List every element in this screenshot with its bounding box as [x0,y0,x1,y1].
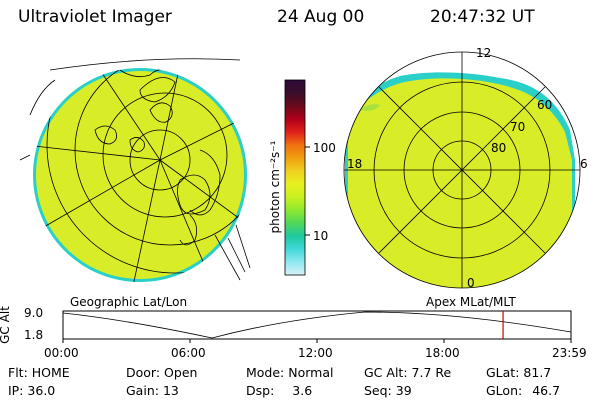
instrument-title: Ultraviolet Imager [18,7,172,27]
geo-meridian [159,68,186,161]
mag-image-patch [360,104,380,111]
mlt-label-dusk: 18 [347,157,363,171]
status-glat: GLat: 81.7 [486,365,551,380]
mag-panel-caption: Apex MLat/MLT [426,295,516,309]
status-mode: Mode: Normal [246,365,334,380]
colorbar-tick-label: 10 [313,229,329,243]
status-glon-label: GLon: [486,383,523,398]
coastline [94,125,118,145]
mlt-label-noon: 12 [476,46,492,60]
date-label: 24 Aug 00 [277,7,365,27]
colorbar-scale [284,79,306,276]
geo-meridian [129,159,161,282]
status-seq: Seq: 39 [364,383,412,398]
status-door-value: Open [164,365,198,380]
geo-panel-caption: Geographic Lat/Lon [70,295,188,309]
geographic-panel [19,58,251,282]
mlat-label-80: 80 [491,141,507,155]
coastline [149,102,173,123]
status-seq-value: 39 [395,383,412,398]
orbit-axis-tick: 1.8 [24,328,44,342]
status-gain-label: Gain: [126,383,159,398]
status-ip-label: IP: [8,383,24,398]
mlat-label-70: 70 [510,120,526,134]
coastline [177,174,211,215]
status-mode-value: Normal [288,365,334,380]
orbit-altitude-curve [63,311,571,339]
status-door: Door: Open [126,365,197,380]
status-ip: IP: 36.0 [8,383,55,398]
orbit-time-label: 18:00 [425,346,460,360]
mlt-line [378,86,546,254]
status-glat-value: 81.7 [523,365,552,380]
status-dsp: Dsp: 3.6 [246,383,312,398]
status-flt-value: HOME [31,365,70,380]
geo-grid-arc [19,154,31,161]
status-gcalt: GC Alt: 7.7 Re [364,365,451,380]
status-seq-label: Seq: [364,383,392,398]
status-glon-value: 46.7 [532,383,561,398]
status-gain-value: 13 [162,383,179,398]
mlt-label-dawn: 6 [580,157,588,171]
orbit-axis-tick: 9.0 [24,306,44,320]
coastline [129,137,145,153]
coastline [189,149,221,216]
colorbar [284,79,310,276]
mag-image-fill [348,78,572,288]
orbit-time-label: 00:00 [44,346,79,360]
geo-grid-arc [214,234,241,281]
geo-grid-arc [235,224,251,269]
geo-meridian [33,159,161,236]
status-dsp-label: Dsp: [246,383,275,398]
geo-grid-arc [29,79,56,116]
geo-grid-arc [49,58,241,71]
geo-lat-circle-60 [74,68,247,246]
time-label: 20:47:32 UT [430,7,535,27]
status-gain: Gain: 13 [126,383,179,398]
orbit-time-label: 06:00 [171,346,206,360]
status-gcalt-label: GC Alt: [364,365,408,380]
magnetic-panel [343,51,581,289]
geo-image-disk [36,71,244,279]
status-glon: GLon: 46.7 [486,383,560,398]
orbit-axis-label: GC Alt [0,306,12,344]
coastline [139,77,176,103]
status-door-label: Door: [126,365,161,380]
orbit-time-label: 12:00 [298,346,333,360]
orbit-frame [62,310,572,340]
colorbar-unit-label: photon cm⁻²s⁻¹ [268,140,282,234]
mlt-label-midnight: 0 [467,276,475,290]
status-mode-label: Mode: [246,365,285,380]
geo-lat-circle-70 [102,92,228,218]
colorbar-tick-label: 100 [313,141,336,155]
orbit-time-label: 23:59 [552,346,587,360]
geo-lat-circle-50 [46,68,247,274]
geo-lat-circle-80 [129,129,191,191]
status-flt-label: Flt: [8,365,28,380]
status-glat-label: GLat: [486,365,520,380]
status-flt: Flt: HOME [8,365,70,380]
geo-meridian [33,144,161,161]
geo-grid-arc [227,237,246,273]
mlat-label-60: 60 [537,98,553,112]
orbit-plot [62,310,572,343]
status-gcalt-value: 7.7 Re [411,365,452,380]
coastline [179,214,198,246]
status-dsp-value: 3.6 [292,383,313,398]
status-ip-value: 36.0 [27,383,56,398]
geo-meridian [79,68,161,161]
